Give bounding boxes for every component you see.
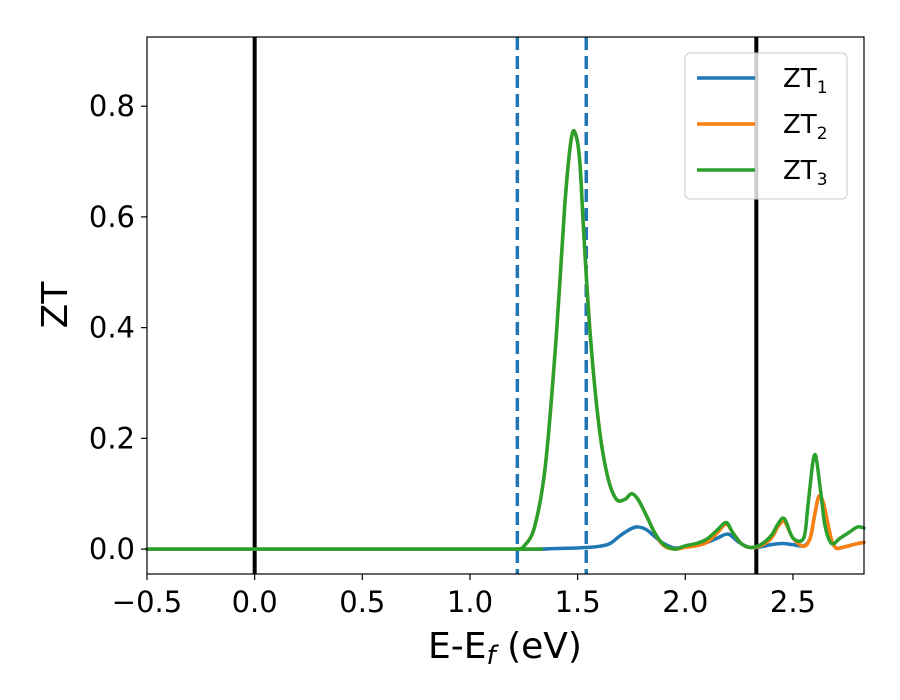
x-tick-label: 0.0	[232, 585, 278, 619]
legend-entries: ZT1 ZT2 ZT3	[697, 64, 828, 190]
y-tick-label: 0.4	[89, 311, 135, 345]
legend: ZT1 ZT2 ZT3	[684, 52, 848, 200]
x-tick-label: −0.5	[112, 585, 182, 619]
series-lines	[145, 129, 866, 552]
y-tick-label: 0.2	[89, 421, 135, 455]
legend-label-zt1: ZT1	[783, 64, 828, 98]
x-axis-title-main: E-E	[428, 626, 486, 667]
y-axis-ticks: 0.0 0.2 0.4 0.6 0.8	[89, 89, 147, 566]
x-axis-title-unit: (eV)	[496, 626, 582, 667]
x-axis-ticks: −0.5 0.0 0.5 1.0 1.5 2.0 2.5	[112, 574, 816, 619]
x-tick-label: 2.5	[770, 585, 816, 619]
y-tick-label: 0.0	[89, 532, 135, 566]
x-tick-label: 2.0	[662, 585, 708, 619]
y-tick-label: 0.8	[89, 89, 135, 123]
x-axis-title: E-Ef (eV)	[428, 626, 582, 671]
plot-frame	[146, 36, 865, 575]
y-tick-label: 0.6	[89, 200, 135, 234]
series-line-zt3	[145, 129, 866, 552]
legend-label-zt2: ZT2	[783, 110, 828, 144]
x-tick-label: 0.5	[339, 585, 385, 619]
x-tick-label: 1.5	[555, 585, 601, 619]
x-tick-label: 1.0	[447, 585, 493, 619]
reference-lines	[252, 37, 759, 574]
legend-box	[684, 52, 848, 200]
legend-label-zt3: ZT3	[783, 156, 828, 190]
y-axis-title: ZT	[35, 281, 76, 329]
